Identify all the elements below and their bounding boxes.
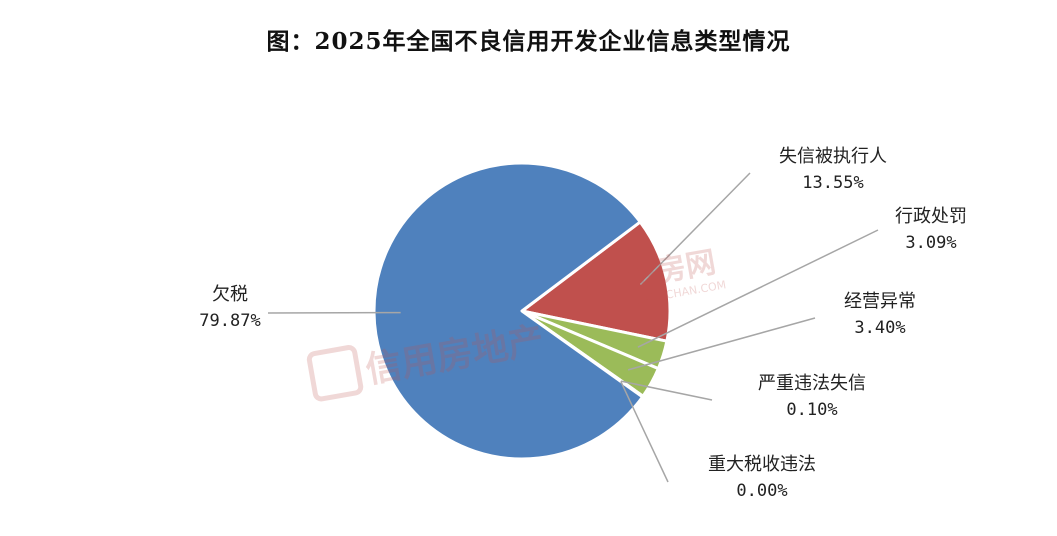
slice-label-5: 重大税收违法: [708, 454, 816, 475]
slice-label-2: 行政处罚: [895, 206, 967, 227]
watermark-logo-icon: [306, 345, 364, 402]
leader-line-2: [637, 229, 879, 348]
slice-value-label-2: 3.09%: [905, 233, 956, 253]
slice-value-label-6: 79.87%: [199, 311, 260, 331]
slice-value-label-5: 0.00%: [736, 481, 787, 501]
pie-slices: [372, 161, 672, 461]
slice-label-6: 欠税: [212, 284, 248, 305]
pie-slice-1: [520, 220, 672, 343]
slice-label-1: 失信被执行人: [779, 146, 887, 167]
slice-value-label-3: 3.40%: [854, 318, 905, 338]
leader-lines: [267, 172, 879, 483]
leader-line-1: [639, 172, 751, 286]
slice-labels: 失信被执行人 13.55% 行政处罚 3.09% 经营异常 3.40% 严重违法失信 0.10…: [199, 146, 967, 501]
leader-line-5: [620, 381, 669, 483]
watermark-logo-icon-2: [583, 267, 620, 304]
leader-line-4: [620, 380, 713, 401]
slice-label-4: 严重违法失信: [758, 373, 866, 394]
leader-line-3: [627, 317, 816, 371]
chart-title: 图：2025年全国不良信用开发企业信息类型情况: [266, 28, 791, 55]
slice-label-3: 经营异常: [844, 291, 916, 312]
slice-value-label-4: 0.10%: [786, 400, 837, 420]
slice-value-label-1: 13.55%: [802, 173, 863, 193]
